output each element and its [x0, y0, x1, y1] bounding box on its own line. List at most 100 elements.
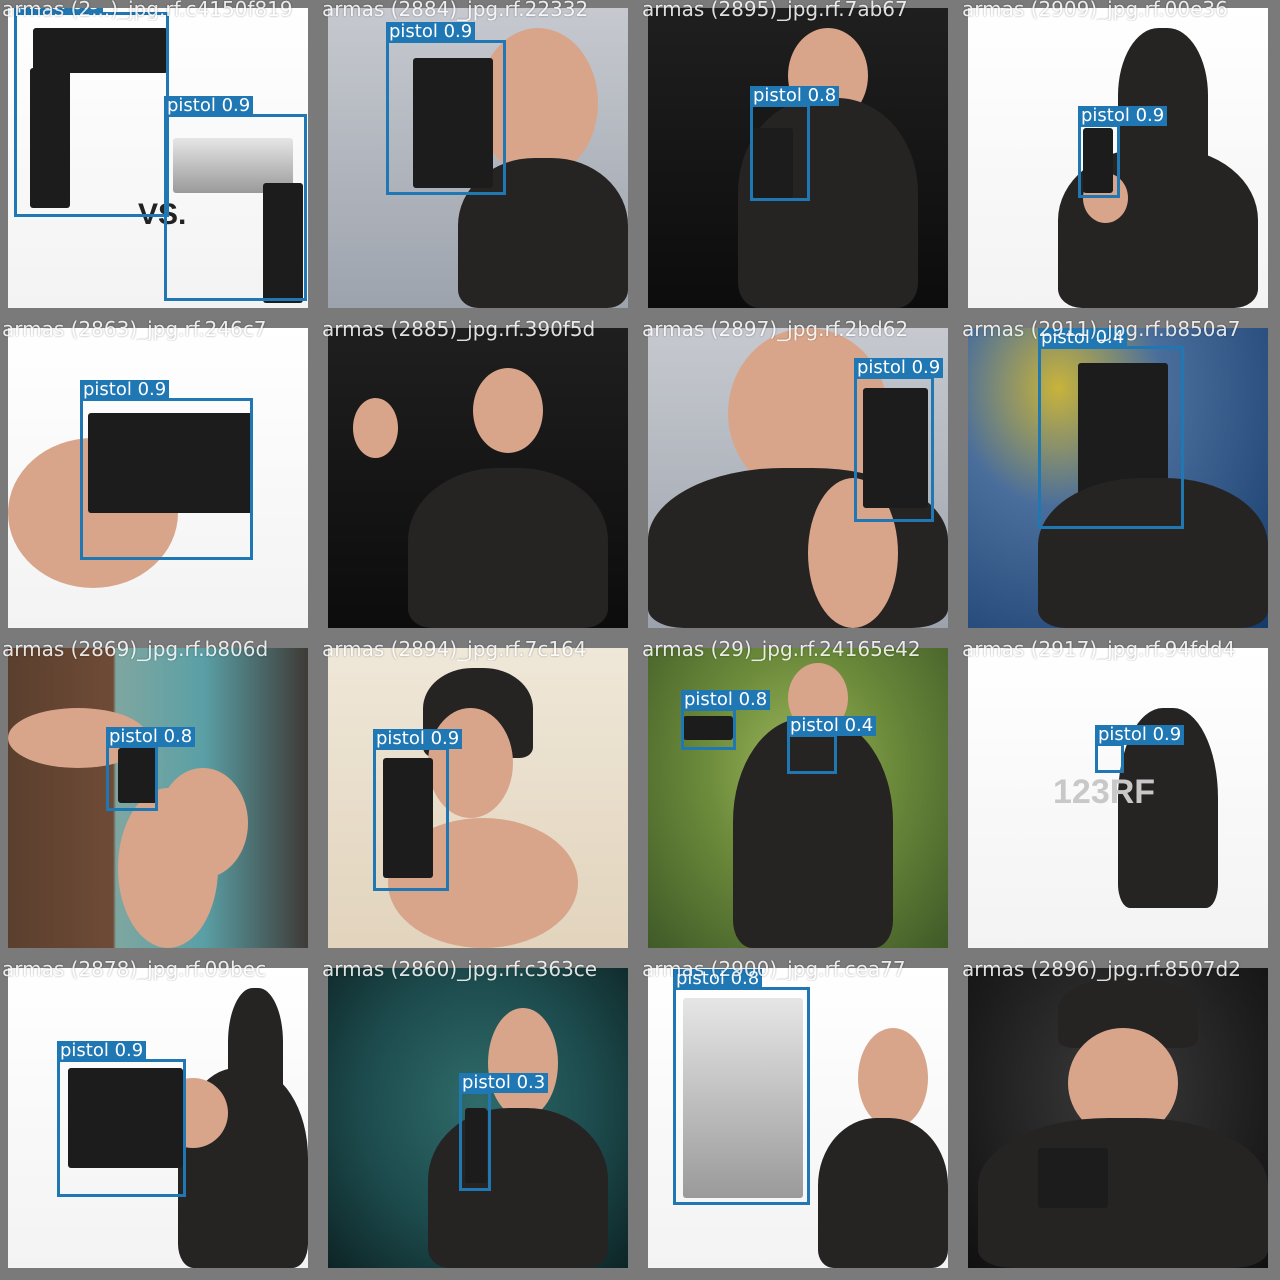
person-shape: [978, 1118, 1268, 1268]
grid-tile-12: 123RF pistol 0.9 armas (2917)_jpg.rf.94fdd…: [960, 640, 1280, 960]
detection-box: pistol 0.9: [14, 8, 169, 217]
person-shape: [118, 788, 218, 948]
grid-tile-7: pistol 0.9 armas (2897)_jpg.rf.2bd62: [640, 320, 960, 640]
person-shape: [428, 708, 513, 818]
tile-photo: pistol 0.8: [8, 648, 308, 948]
detection-label: pistol 0.8: [750, 86, 840, 106]
tile-photo: pistol 0.8 pistol 0.4: [648, 648, 948, 948]
person-shape: [408, 468, 608, 628]
tile-filename: armas (2895)_jpg.rf.7ab67: [642, 0, 908, 21]
detection-box: pistol 0.4: [787, 716, 877, 774]
tile-filename: armas (2909)_jpg.rf.00e36: [962, 0, 1228, 21]
detection-label: pistol 0.4: [1038, 328, 1128, 348]
detection-label: pistol 0.9: [1095, 725, 1185, 745]
detection-label: pistol 0.9: [854, 358, 944, 378]
detection-label: pistol 0.4: [787, 716, 877, 736]
pistol-shape: [88, 413, 253, 513]
detection-box: pistol 0.8: [106, 727, 196, 811]
pistol-shape: [753, 128, 793, 198]
tile-filename: armas (2911)_jpg.rf.b850a7: [962, 320, 1241, 341]
grid-tile-11: pistol 0.8 pistol 0.4 armas (29)_jpg.rf.24…: [640, 640, 960, 960]
tile-filename: armas (2917)_jpg.rf.94fdd4: [962, 640, 1236, 661]
pistol-shape: [383, 758, 433, 878]
detection-box: pistol 0.9: [80, 380, 253, 560]
grid-tile-14: pistol 0.3 armas (2860)_jpg.rf.c363ce: [320, 960, 640, 1280]
pistol-shape: [863, 388, 928, 508]
pistol-shape: [1038, 1148, 1108, 1208]
person-shape: [478, 28, 598, 178]
tile-filename: armas (2860)_jpg.rf.c363ce: [322, 960, 598, 981]
pistol-shape: [33, 28, 168, 73]
tile-photo: pistol 0.4: [968, 328, 1268, 628]
detection-label: pistol 0.9: [14, 8, 104, 14]
pistol-shape: [68, 1068, 183, 1168]
detection-box: pistol 0.3: [459, 1073, 549, 1191]
tile-photo: pistol 0.8: [648, 8, 948, 308]
detection-box: pistol 0.9: [164, 96, 307, 301]
detection-label: pistol 0.9: [80, 380, 170, 400]
tile-photo: pistol 0.8: [648, 968, 948, 1268]
watermark-text: 123RF: [1053, 773, 1156, 811]
tile-photo: pistol 0.9: [8, 328, 308, 628]
detection-label: pistol 0.8: [106, 727, 196, 747]
detection-label: pistol 0.9: [57, 1041, 147, 1061]
detection-box: pistol 0.9: [57, 1041, 186, 1197]
tile-photo: pistol 0.9: [8, 968, 308, 1268]
pistol-shape: [465, 1108, 487, 1183]
detection-box: pistol 0.9: [386, 22, 506, 195]
tile-filename: armas (2894)_jpg.rf.7c164: [322, 640, 587, 661]
grid-tile-10: pistol 0.9 armas (2894)_jpg.rf.7c164: [320, 640, 640, 960]
tile-filename: armas (2885)_jpg.rf.390f5d: [322, 320, 596, 341]
tile-photo: pistol 0.9: [328, 648, 628, 948]
tile-photo: pistol 0.3: [328, 968, 628, 1268]
grid-tile-6: armas (2885)_jpg.rf.390f5d: [320, 320, 640, 640]
person-shape: [353, 398, 398, 458]
grid-tile-5: pistol 0.9 armas (2863)_jpg.rf.246c7: [0, 320, 320, 640]
tile-filename: armas (2900)_jpg.rf.cea77: [642, 960, 906, 981]
tile-filename: armas (2897)_jpg.rf.2bd62: [642, 320, 909, 341]
detection-label: pistol 0.9: [386, 22, 476, 42]
person-shape: [733, 718, 893, 948]
tile-photo: pistol 0.9: [648, 328, 948, 628]
tile-photo: 123RF pistol 0.9: [968, 648, 1268, 948]
detection-box: pistol 0.8: [750, 86, 840, 201]
grid-tile-15: pistol 0.8 armas (2900)_jpg.rf.cea77: [640, 960, 960, 1280]
detection-box: pistol 0.8: [681, 690, 771, 750]
pistol-shape: [683, 998, 803, 1198]
tile-photo: pistol 0.9: [328, 8, 628, 308]
pistol-shape: [413, 58, 493, 188]
grid-tile-8: pistol 0.4 armas (2911)_jpg.rf.b850a7: [960, 320, 1280, 640]
detection-box: pistol 0.9: [1095, 725, 1185, 773]
detection-box: pistol 0.8: [673, 969, 810, 1205]
detection-label: pistol 0.8: [673, 969, 763, 989]
detection-box: pistol 0.9: [1078, 106, 1168, 198]
detection-box: pistol 0.4: [1038, 328, 1184, 529]
grid-tile-9: pistol 0.8 armas (2869)_jpg.rf.b806d: [0, 640, 320, 960]
person-shape: [1038, 478, 1268, 628]
tile-photo: pistol 0.9: [968, 8, 1268, 308]
person-shape: [488, 1008, 558, 1118]
tile-filename: armas (2884)_jpg.rf.22332: [322, 0, 589, 21]
detection-box: pistol 0.9: [373, 729, 463, 891]
grid-tile-16: armas (2896)_jpg.rf.8507d2: [960, 960, 1280, 1280]
person-shape: [858, 1028, 928, 1128]
detection-label: pistol 0.9: [1078, 106, 1168, 126]
person-shape: [428, 1108, 608, 1268]
grid-tile-2: pistol 0.9 armas (2884)_jpg.rf.22332: [320, 0, 640, 320]
tile-filename: armas (2863)_jpg.rf.246c7: [2, 320, 267, 341]
pistol-shape: [263, 183, 303, 303]
tile-photo: [968, 968, 1268, 1268]
pistol-shape: [30, 68, 70, 208]
detection-label: pistol 0.8: [681, 690, 771, 710]
tile-filename: armas (2...)_jpg.rf.c4150f819: [2, 0, 293, 21]
tile-filename: armas (2878)_jpg.rf.09bec: [2, 960, 267, 981]
tile-filename: armas (2869)_jpg.rf.b806d: [2, 640, 269, 661]
pistol-shape: [683, 716, 733, 740]
grid-tile-13: pistol 0.9 armas (2878)_jpg.rf.09bec: [0, 960, 320, 1280]
detection-label: pistol 0.9: [373, 729, 463, 749]
grid-tile-3: pistol 0.8 armas (2895)_jpg.rf.7ab67: [640, 0, 960, 320]
tile-photo: [328, 328, 628, 628]
